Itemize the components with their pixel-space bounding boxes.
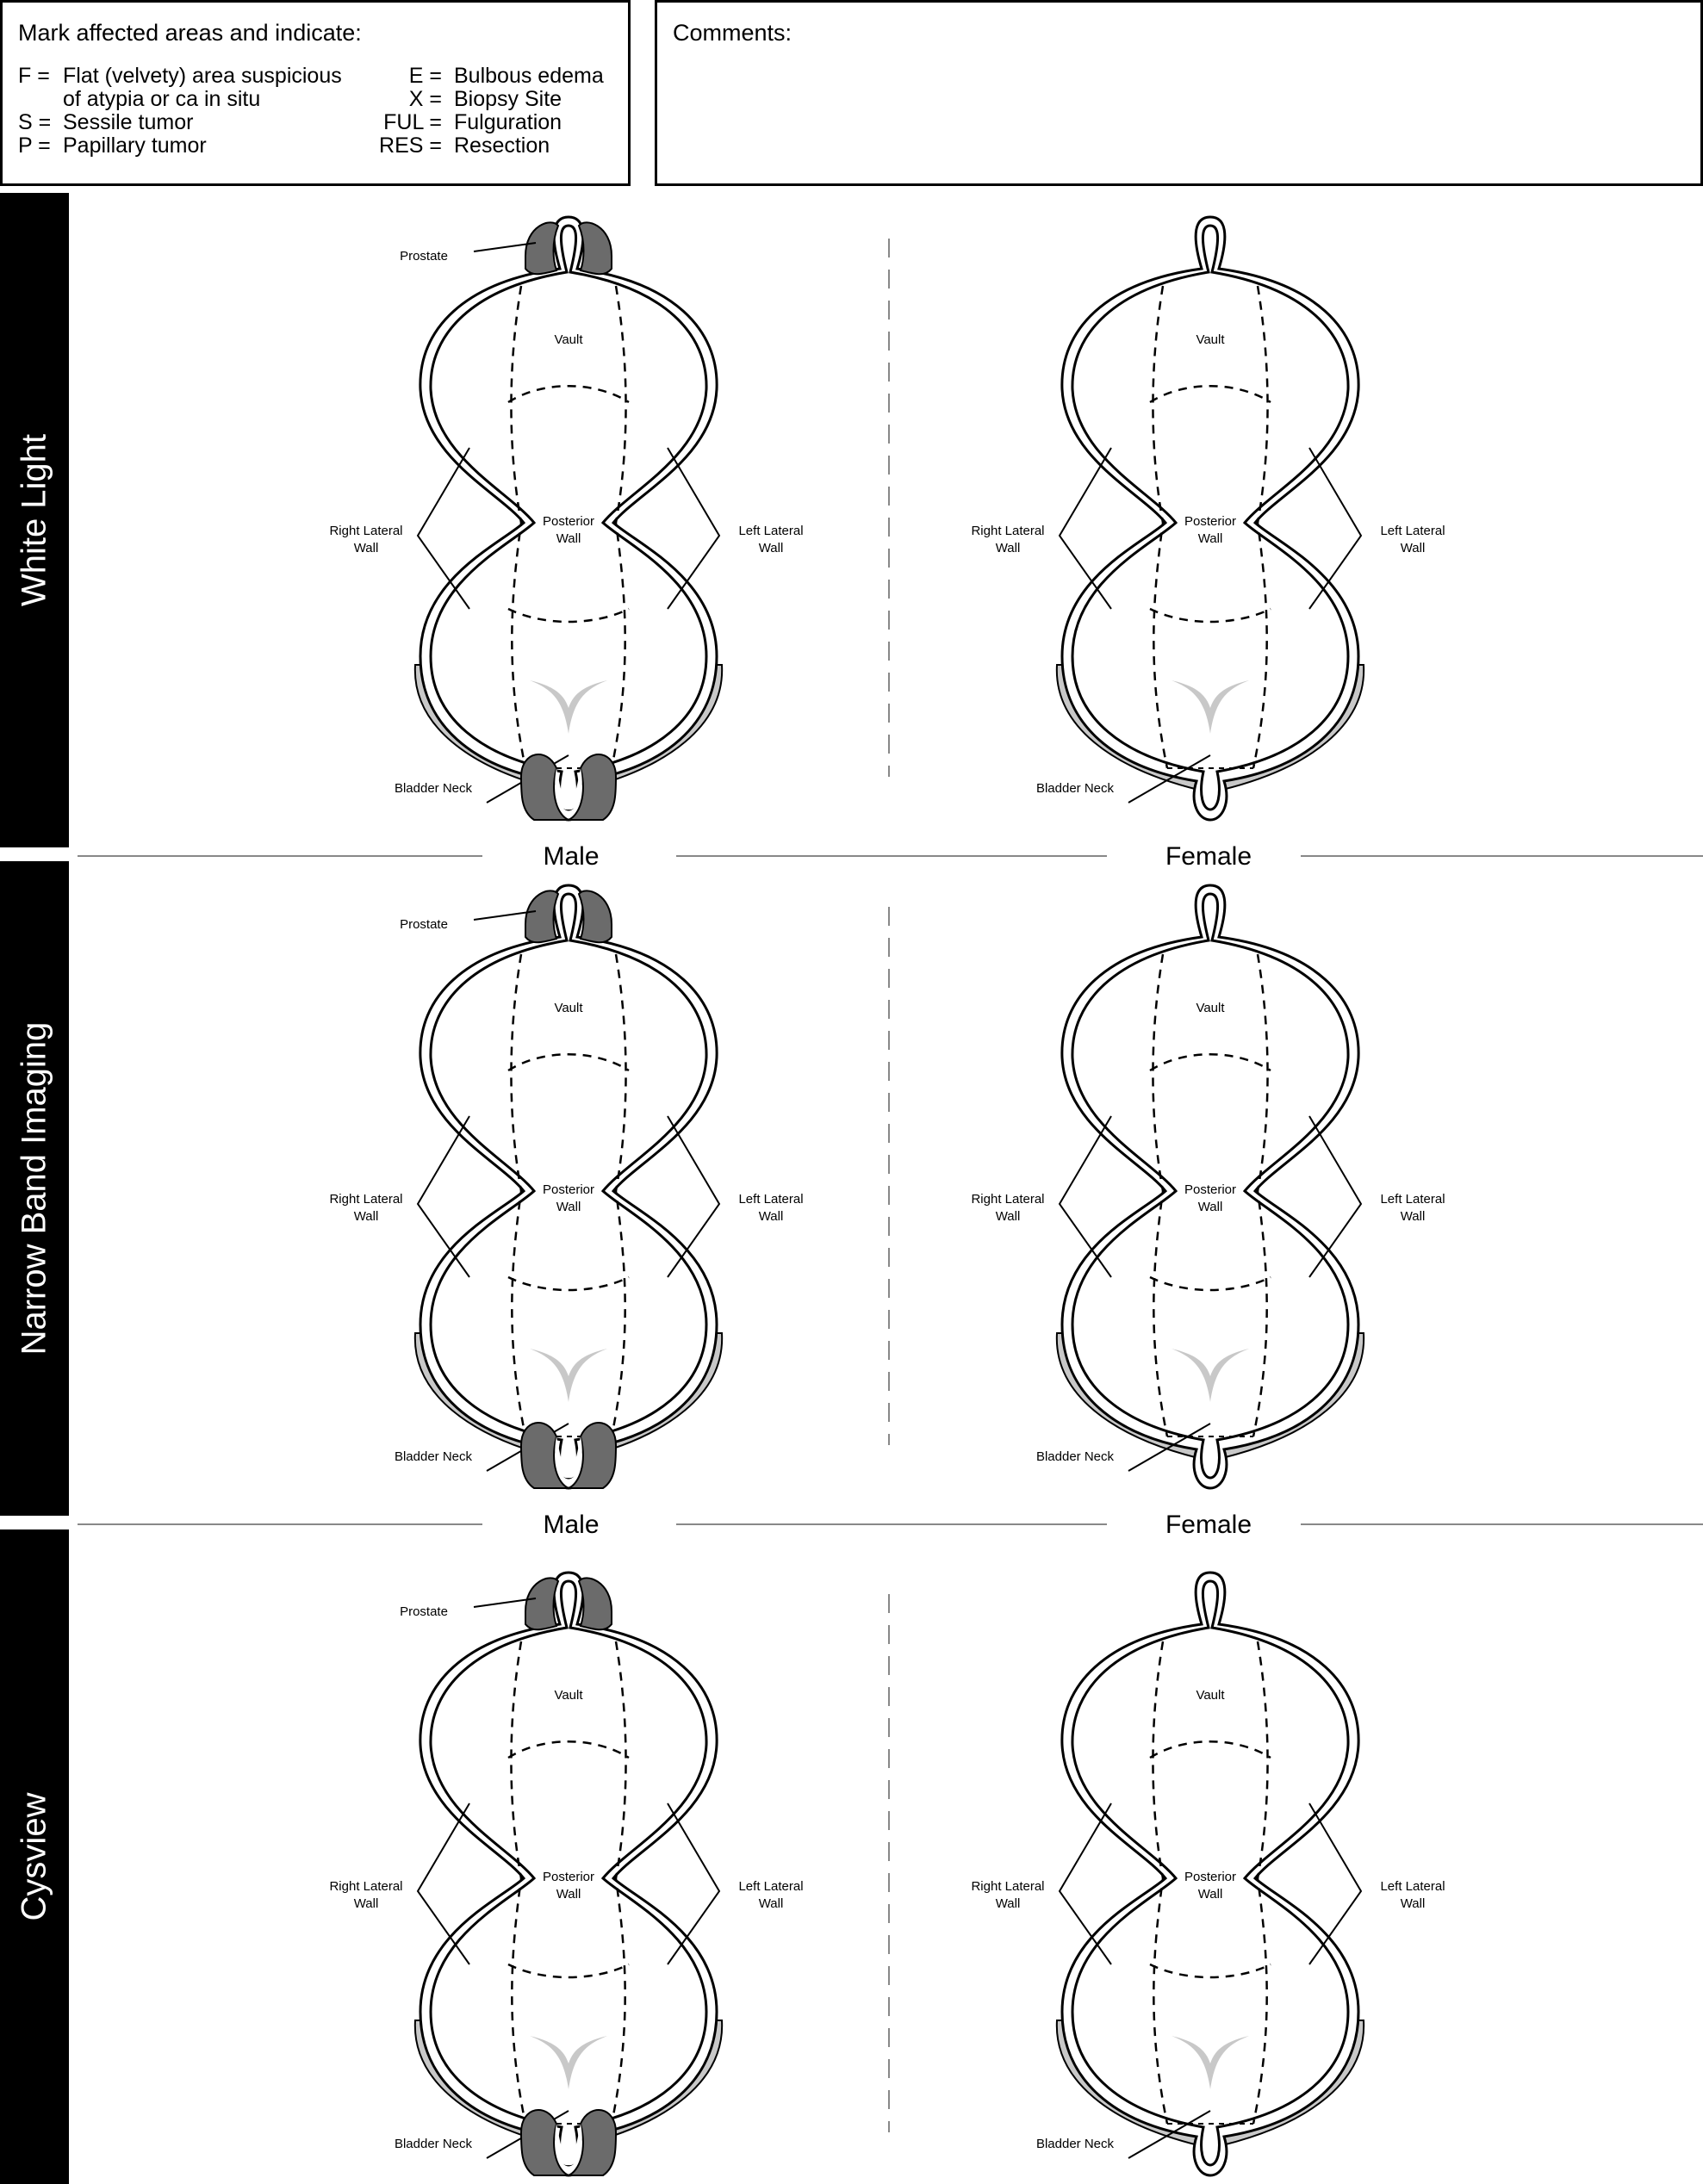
posterior-wall-label: Wall [1198,1887,1223,1902]
legend-item-f: F = Flat (velvety) area suspicious [18,65,342,88]
legend-text: Bulbous edema [454,64,604,88]
legend-item-p: P = Papillary tumor [18,134,207,158]
left-lateral-wall-label: Wall [759,1209,784,1224]
vault-label: Vault [1196,1688,1225,1703]
posterior-wall-label: Wall [1198,1200,1223,1214]
posterior-wall-label: Wall [556,1887,581,1902]
posterior-wall-label: Wall [556,1200,581,1214]
right-lateral-wall-label: Wall [354,541,379,555]
left-lateral-wall-label: Wall [759,1896,784,1911]
legend-item-e: E = Bulbous edema [373,65,604,88]
legend-text: Flat (velvety) area suspicious [63,64,342,88]
left-lateral-wall-label: Left Lateral [1380,1192,1445,1207]
female-label: Female [1165,842,1252,871]
bladder-neck-label: Bladder Neck [395,1449,473,1464]
vault-label: Vault [554,1688,583,1703]
vault-label: Vault [1196,1001,1225,1015]
legend-item-f-cont: of atypia or ca in situ [63,88,260,111]
prostate-label: Prostate [400,1604,448,1619]
left-lateral-wall-label: Left Lateral [1380,524,1445,538]
right-lateral-wall-label: Right Lateral [971,524,1044,538]
legend-code: S = [18,110,52,134]
bladder-neck-label: Bladder Neck [1036,2137,1115,2151]
posterior-wall-label: Posterior [543,1182,594,1197]
legend-text: Biopsy Site [454,87,562,111]
legend-code: FUL = [383,110,442,134]
left-lateral-wall-label: Left Lateral [738,1879,803,1894]
prostate-label: Prostate [400,917,448,932]
legend-code: E = [408,64,442,88]
legend-title: Mark affected areas and indicate: [18,20,362,46]
left-lateral-wall-label: Wall [1401,1896,1426,1911]
vault-label: Vault [1196,332,1225,347]
legend-code: F = [18,64,50,88]
section-band-cysview: Cysview [0,1529,69,2184]
legend-item-res: RES = Resection [373,134,550,158]
right-lateral-wall-label: Wall [996,1896,1021,1911]
right-lateral-wall-label: Right Lateral [329,1192,402,1207]
legend-text: Resection [454,133,550,158]
legend-item-x: X = Biopsy Site [373,88,562,111]
right-lateral-wall-label: Wall [354,1209,379,1224]
left-lateral-wall-label: Wall [1401,541,1426,555]
posterior-wall-label: Wall [1198,531,1223,546]
comments-box[interactable]: Comments: [655,0,1703,186]
legend-text: Sessile tumor [63,110,194,134]
posterior-wall-label: Wall [556,531,581,546]
female-label: Female [1165,1511,1252,1539]
bladder-neck-label: Bladder Neck [1036,781,1115,796]
section-band-narrow-band-imaging: Narrow Band Imaging [0,861,69,1516]
bladder-neck-label: Bladder Neck [395,781,473,796]
legend-item-s: S = Sessile tumor [18,111,193,134]
left-lateral-wall-label: Left Lateral [738,1192,803,1207]
diagram-layer: Prostate Vault Posterior Wall Right Lateral W… [78,215,1703,2177]
right-lateral-wall-label: Right Lateral [329,524,402,538]
legend-code: P = [18,133,51,158]
legend-item-ful: FUL = Fulguration [373,111,562,134]
posterior-wall-label: Posterior [1184,1870,1236,1884]
vault-label: Vault [554,332,583,347]
comments-label: Comments: [673,20,792,46]
legend-box: Mark affected areas and indicate: F = Fla… [0,0,631,186]
right-lateral-wall-label: Wall [996,541,1021,555]
right-lateral-wall-label: Right Lateral [329,1879,402,1894]
right-lateral-wall-label: Wall [354,1896,379,1911]
posterior-wall-label: Posterior [1184,1182,1236,1197]
bladder-neck-label: Bladder Neck [395,2137,473,2151]
legend-text: Papillary tumor [63,133,207,158]
right-lateral-wall-label: Wall [996,1209,1021,1224]
legend-text: Fulguration [454,110,562,134]
bladder-neck-label: Bladder Neck [1036,1449,1115,1464]
left-lateral-wall-label: Left Lateral [1380,1879,1445,1894]
male-label: Male [543,842,599,871]
right-lateral-wall-label: Right Lateral [971,1192,1044,1207]
legend-code: RES = [379,133,442,158]
legend-code: X = [408,87,442,111]
posterior-wall-label: Posterior [1184,514,1236,529]
posterior-wall-label: Posterior [543,514,594,529]
left-lateral-wall-label: Wall [1401,1209,1426,1224]
prostate-label: Prostate [400,249,448,264]
left-lateral-wall-label: Left Lateral [738,524,803,538]
legend-text: of atypia or ca in situ [63,87,261,111]
left-lateral-wall-label: Wall [759,541,784,555]
male-label: Male [543,1511,599,1539]
posterior-wall-label: Posterior [543,1870,594,1884]
right-lateral-wall-label: Right Lateral [971,1879,1044,1894]
vault-label: Vault [554,1001,583,1015]
section-band-white-light: White Light [0,193,69,847]
